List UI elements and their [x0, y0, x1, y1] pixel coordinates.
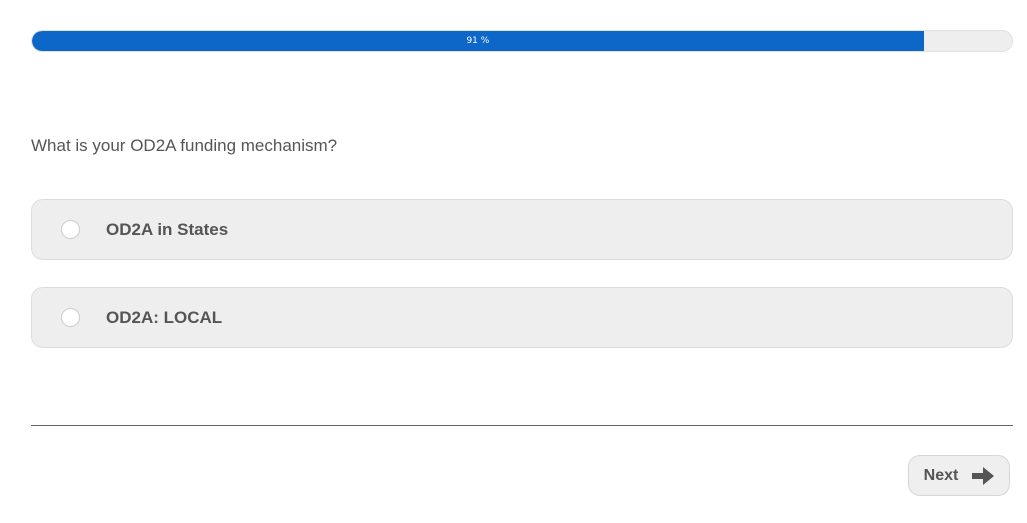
option-od2a-local[interactable]: OD2A: LOCAL [31, 287, 1013, 348]
next-button[interactable]: Next [908, 455, 1010, 496]
question-text: What is your OD2A funding mechanism? [31, 136, 338, 155]
next-label: Next [923, 466, 959, 484]
option-label: OD2A: LOCAL [106, 307, 223, 327]
arrow-right-icon [972, 466, 995, 485]
radio-button[interactable] [61, 308, 80, 327]
progress-bar: 91 % [31, 30, 1013, 52]
radio-button[interactable] [61, 220, 80, 239]
divider [31, 425, 1013, 426]
option-od2a-in-states[interactable]: OD2A in States [31, 199, 1013, 260]
progress-label: 91 % [466, 36, 490, 46]
progress-fill: 91 % [32, 31, 924, 51]
option-label: OD2A in States [106, 219, 229, 239]
